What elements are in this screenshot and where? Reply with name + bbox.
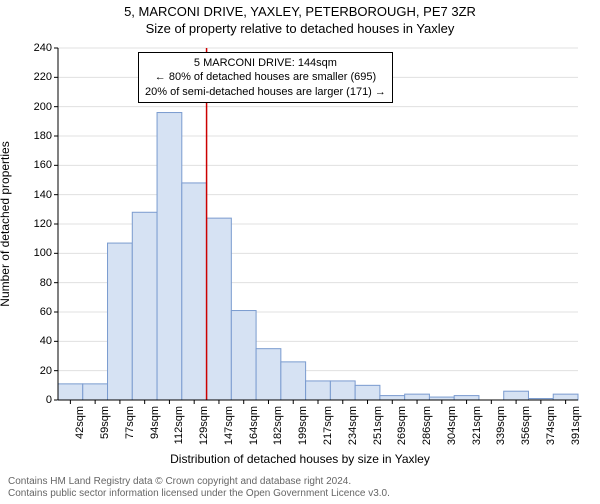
histogram-bar: [256, 349, 281, 400]
x-tick-label: 164sqm: [248, 406, 260, 445]
x-tick-label: 304sqm: [446, 406, 458, 445]
histogram-bar: [83, 384, 108, 400]
footer-line1: Contains HM Land Registry data © Crown c…: [8, 476, 390, 488]
y-tick-label: 220: [20, 71, 52, 83]
chart-area: 5 MARCONI DRIVE: 144sqm← 80% of detached…: [58, 48, 578, 422]
annotation-box: 5 MARCONI DRIVE: 144sqm← 80% of detached…: [138, 52, 393, 103]
histogram-bar: [132, 212, 157, 400]
x-tick-label: 94sqm: [149, 406, 161, 439]
x-tick-label: 251sqm: [372, 406, 384, 445]
histogram-bar: [405, 394, 430, 400]
histogram-bar: [281, 362, 306, 400]
x-tick-label: 182sqm: [272, 406, 284, 445]
x-tick-label: 42sqm: [74, 406, 86, 439]
x-tick-label: 217sqm: [322, 406, 334, 445]
y-tick-label: 0: [20, 394, 52, 406]
y-tick-label: 20: [20, 365, 52, 377]
y-tick-label: 180: [20, 130, 52, 142]
x-tick-label: 374sqm: [545, 406, 557, 445]
y-axis-label: Number of detached properties: [0, 141, 12, 306]
x-tick-label: 59sqm: [99, 406, 111, 439]
annotation-line: ← 80% of detached houses are smaller (69…: [145, 70, 386, 84]
histogram-bar: [355, 385, 380, 400]
y-tick-label: 40: [20, 335, 52, 347]
x-tick-label: 77sqm: [124, 406, 136, 439]
x-tick-label: 286sqm: [421, 406, 433, 445]
x-tick-label: 391sqm: [570, 406, 582, 445]
x-axis-label: Distribution of detached houses by size …: [0, 452, 600, 466]
y-tick-label: 140: [20, 189, 52, 201]
x-tick-label: 321sqm: [471, 406, 483, 445]
histogram-bar: [58, 384, 83, 400]
y-tick-label: 160: [20, 159, 52, 171]
y-tick-label: 120: [20, 218, 52, 230]
histogram-bar: [380, 396, 405, 400]
x-tick-label: 147sqm: [223, 406, 235, 445]
x-tick-label: 269sqm: [396, 406, 408, 445]
y-tick-label: 80: [20, 277, 52, 289]
histogram-bar: [454, 396, 479, 400]
histogram-bar: [108, 243, 133, 400]
y-tick-label: 200: [20, 101, 52, 113]
histogram-bar: [182, 183, 207, 400]
footer-line2: Contains public sector information licen…: [8, 488, 390, 500]
annotation-line: 20% of semi-detached houses are larger (…: [145, 85, 386, 99]
annotation-line: 5 MARCONI DRIVE: 144sqm: [145, 56, 386, 70]
x-tick-label: 129sqm: [198, 406, 210, 445]
footer-attribution: Contains HM Land Registry data © Crown c…: [8, 476, 390, 500]
x-tick-label: 356sqm: [520, 406, 532, 445]
histogram-bar: [553, 394, 578, 400]
chart-title-line1: 5, MARCONI DRIVE, YAXLEY, PETERBOROUGH, …: [0, 4, 600, 19]
histogram-bar: [306, 381, 331, 400]
y-tick-label: 60: [20, 306, 52, 318]
histogram-bar: [207, 218, 232, 400]
histogram-bar: [330, 381, 355, 400]
x-tick-label: 234sqm: [347, 406, 359, 445]
x-tick-label: 112sqm: [173, 406, 185, 444]
histogram-bar: [231, 311, 256, 400]
histogram-bar: [504, 391, 529, 400]
y-tick-label: 100: [20, 247, 52, 259]
histogram-bar: [157, 113, 182, 400]
y-tick-label: 240: [20, 42, 52, 54]
x-tick-label: 199sqm: [297, 406, 309, 445]
x-tick-label: 339sqm: [495, 406, 507, 445]
chart-title-line2: Size of property relative to detached ho…: [0, 21, 600, 36]
